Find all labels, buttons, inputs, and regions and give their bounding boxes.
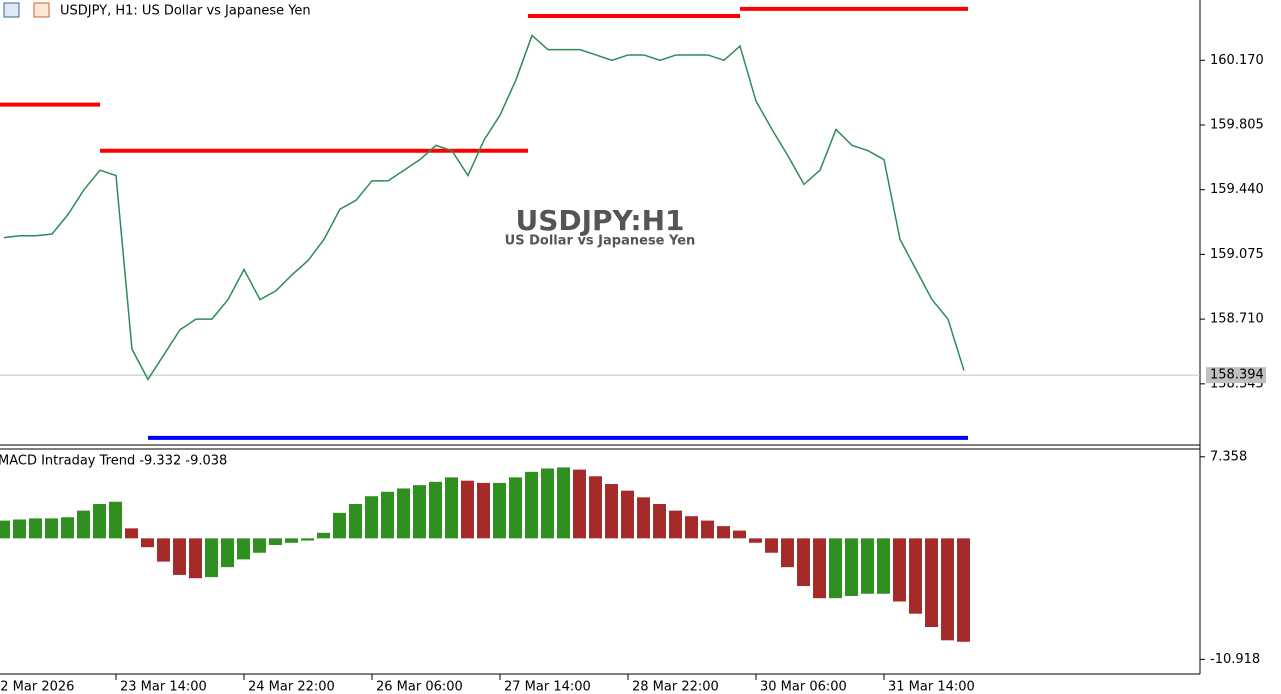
histogram-bar (589, 476, 602, 539)
histogram-bar (877, 538, 890, 594)
icon[interactable] (33, 2, 50, 18)
watermark-subtitle: US Dollar vs Japanese Yen (505, 234, 696, 249)
histogram-bar (573, 469, 586, 539)
histogram-bar (221, 538, 234, 568)
histogram-bar (141, 538, 154, 548)
histogram-bar (733, 530, 746, 539)
histogram-bar (0, 520, 10, 539)
histogram-bar (125, 528, 138, 539)
histogram-bar (253, 538, 266, 553)
x-tick-label: 26 Mar 06:00 (376, 680, 463, 694)
histogram-bar (317, 532, 330, 539)
histogram-bar (189, 538, 202, 579)
y-tick-label: -10.918 (1210, 652, 1260, 667)
histogram-bar (397, 488, 410, 539)
histogram-bar (173, 538, 186, 575)
histogram-bar (797, 538, 810, 586)
x-tick-label: 28 Mar 22:00 (632, 680, 719, 694)
y-tick-label: 158.710 (1210, 312, 1264, 327)
histogram-bar (349, 503, 362, 539)
histogram-bar (237, 538, 250, 560)
histogram-bar (653, 503, 666, 539)
histogram-bar (685, 516, 698, 539)
histogram-bar (61, 517, 74, 539)
histogram-bar (621, 490, 634, 539)
y-tick-label: 159.075 (1210, 247, 1264, 262)
y-tick-label: 159.805 (1210, 117, 1264, 132)
last-price-label: 158.394 (1210, 368, 1264, 383)
histogram-bar (333, 512, 346, 539)
histogram-bar (429, 481, 442, 539)
histogram-bar (941, 538, 954, 641)
histogram-bar (749, 538, 762, 543)
x-tick-label: 22 Mar 2026 (0, 680, 74, 694)
x-tick-label: 27 Mar 14:00 (504, 680, 591, 694)
plot-area (0, 467, 970, 642)
histogram-bar (477, 482, 490, 539)
x-tick-label: 23 Mar 14:00 (120, 680, 207, 694)
x-tick-label: 24 Mar 22:00 (248, 680, 335, 694)
histogram-bar (109, 501, 122, 539)
histogram-bar (893, 538, 906, 602)
histogram-bar (461, 480, 474, 539)
histogram-bar (413, 485, 426, 539)
histogram-bar (845, 538, 858, 596)
x-tick-label: 31 Mar 14:00 (888, 680, 975, 694)
histogram-bar (93, 503, 106, 539)
histogram-bar (717, 526, 730, 539)
indicator-title: MACD Intraday Trend -9.332 -9.038 (0, 454, 227, 469)
histogram-bar (829, 538, 842, 599)
histogram-bar (269, 538, 282, 545)
histogram-bar (509, 477, 522, 539)
histogram-bar (445, 477, 458, 539)
histogram-bar (301, 538, 314, 541)
y-tick-label: 159.440 (1210, 182, 1264, 197)
plot-area (0, 6, 1200, 440)
histogram-bar (77, 510, 90, 539)
histogram-bar (365, 496, 378, 539)
histogram-bar (861, 538, 874, 594)
icon[interactable] (3, 2, 20, 18)
chart-title: USDJPY, H1: US Dollar vs Japanese Yen (60, 4, 311, 19)
histogram-bar (669, 510, 682, 539)
histogram-bar (637, 497, 650, 539)
histogram-bar (493, 482, 506, 539)
histogram-bar (29, 518, 42, 539)
histogram-bar (525, 471, 538, 539)
histogram-bar (701, 520, 714, 539)
histogram-bar (13, 519, 26, 539)
histogram-bar (925, 538, 938, 628)
histogram-bar (285, 538, 298, 543)
y-tick-label: 160.170 (1210, 53, 1264, 68)
histogram-bar (957, 538, 970, 642)
histogram-bar (781, 538, 794, 568)
histogram-bar (605, 484, 618, 539)
histogram-bar (909, 538, 922, 614)
histogram-bar (765, 538, 778, 553)
histogram-bar (557, 467, 570, 539)
price-line (3, 34, 965, 381)
histogram-bar (381, 491, 394, 539)
histogram-bar (45, 518, 58, 539)
y-tick-label: 7.358 (1210, 449, 1247, 464)
histogram-bar (205, 538, 218, 578)
histogram-bar (157, 538, 170, 562)
histogram-bar (541, 468, 554, 539)
x-tick-label: 30 Mar 06:00 (760, 680, 847, 694)
last-price-box (1206, 367, 1266, 384)
watermark: USDJPY:H1 (515, 204, 684, 237)
histogram-bar (813, 538, 826, 599)
